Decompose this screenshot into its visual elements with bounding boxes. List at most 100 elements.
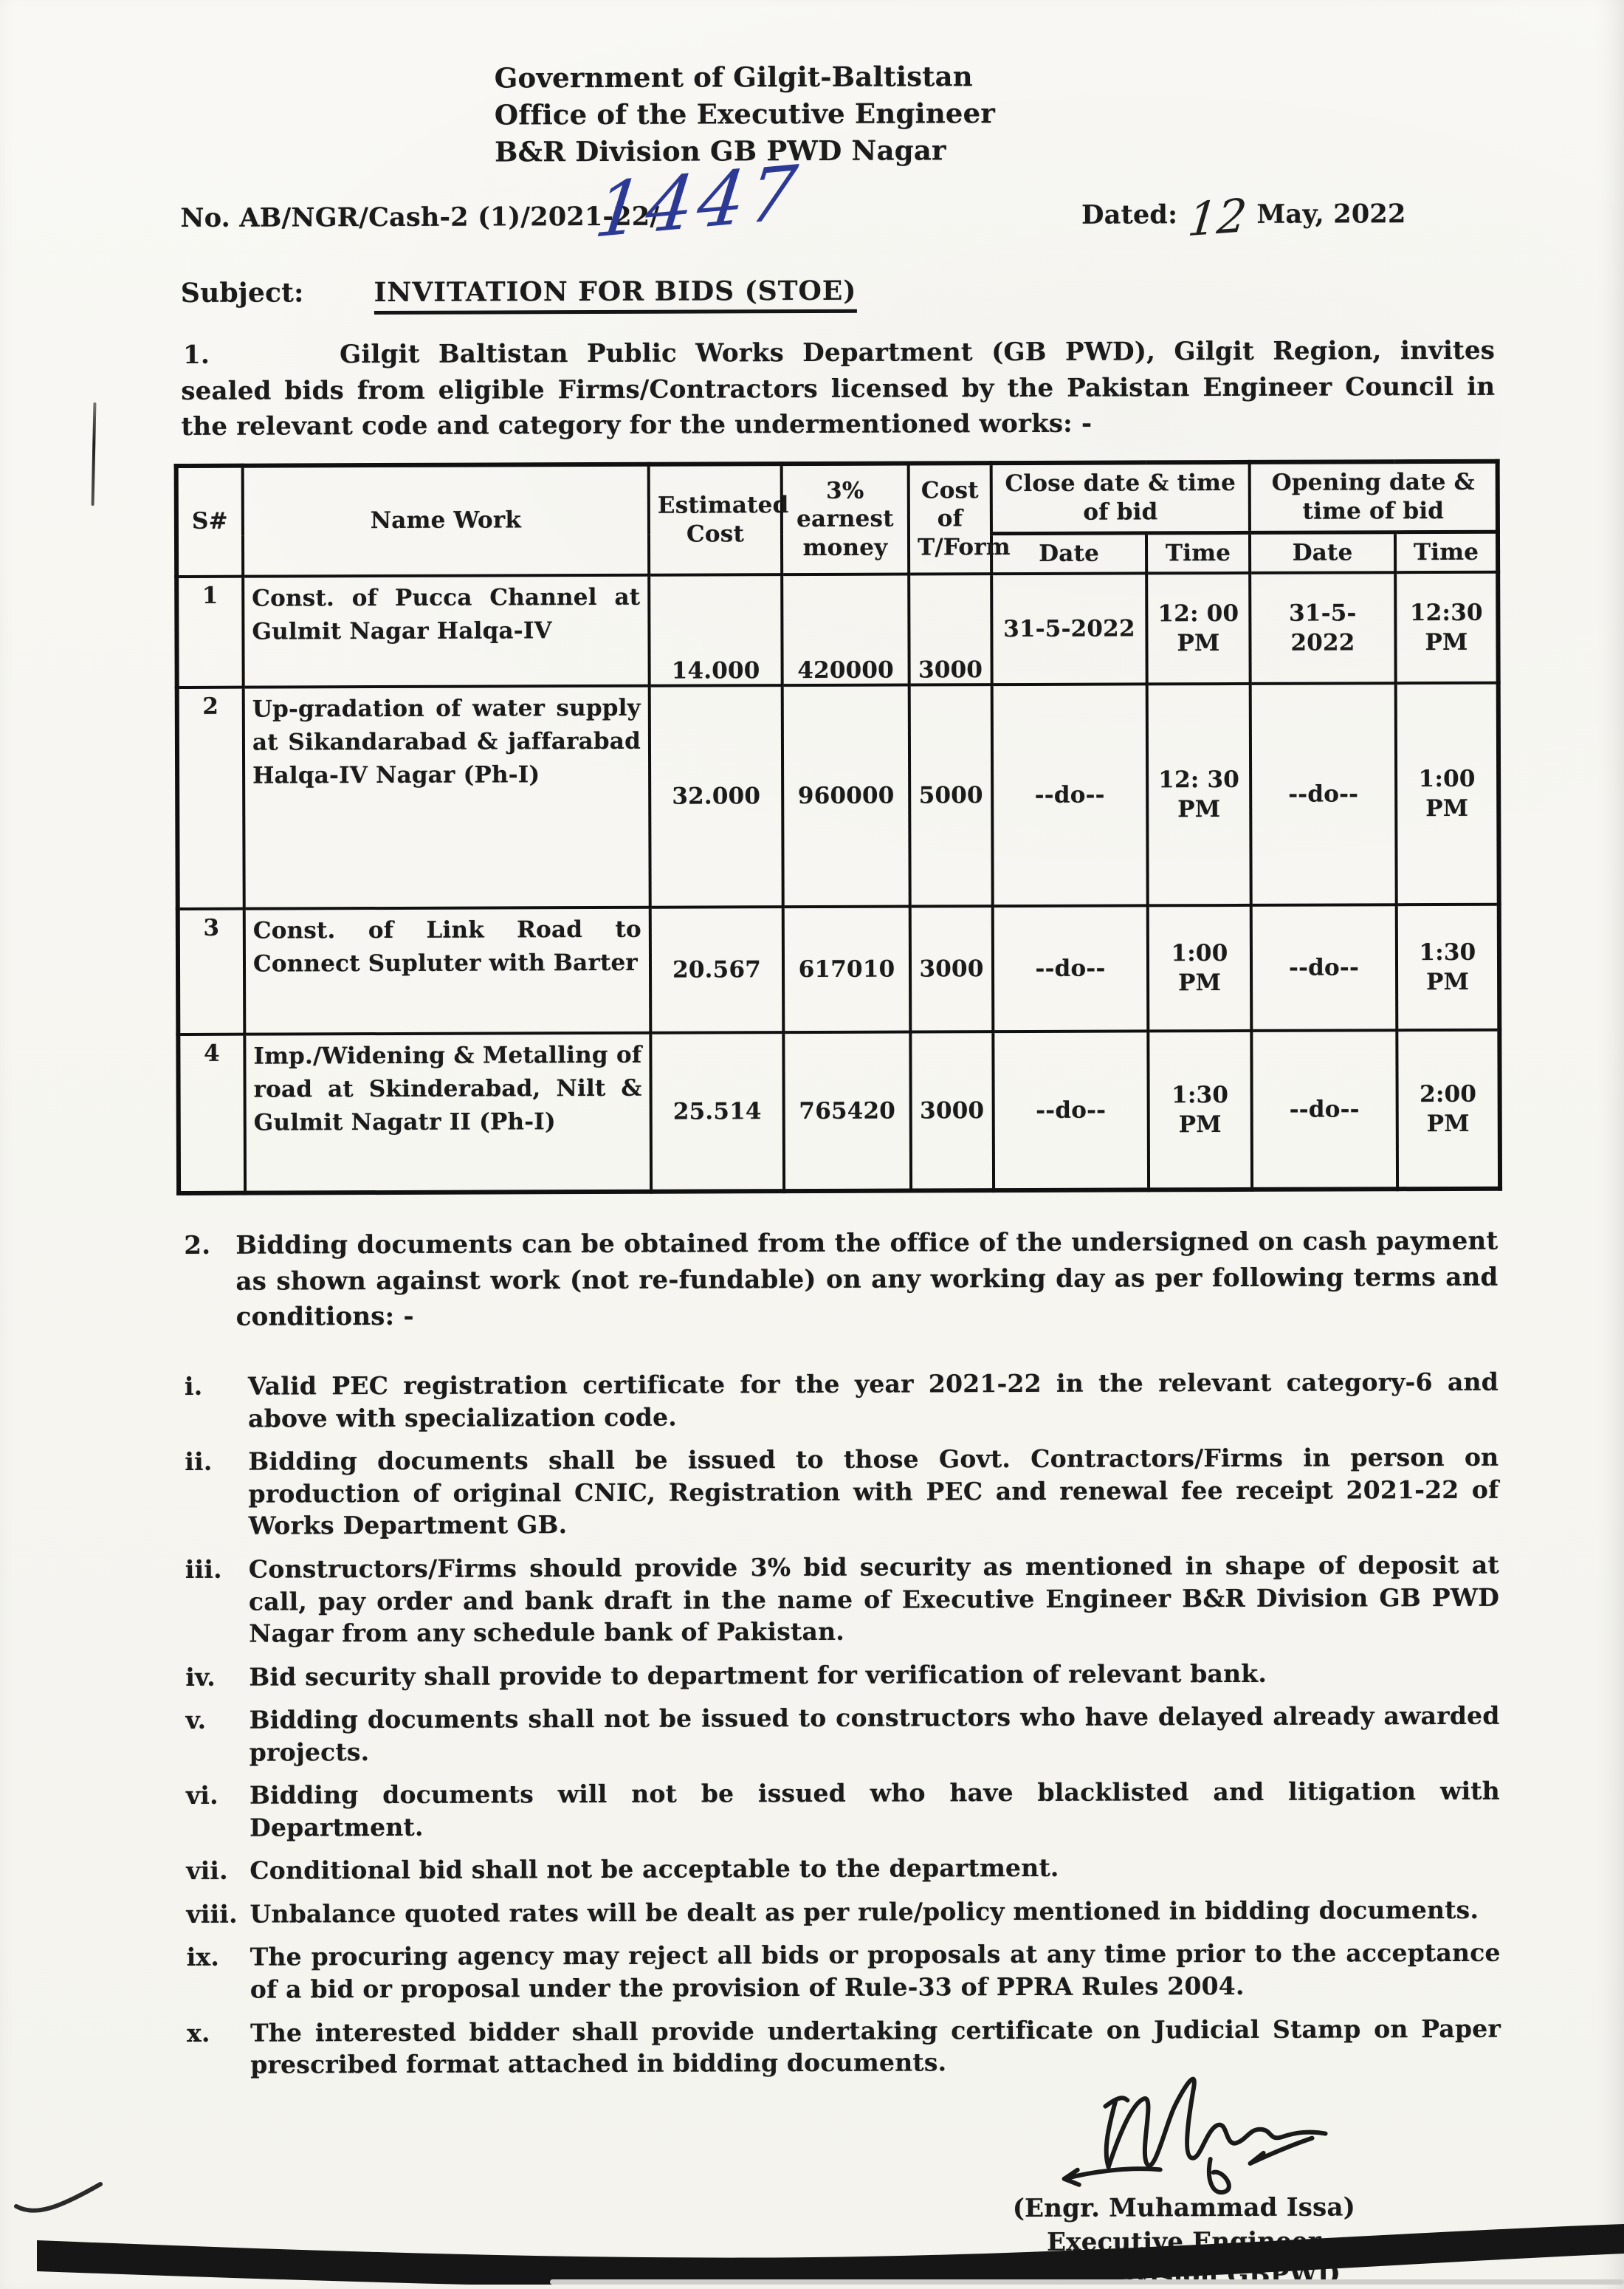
letterhead: Government of Gilgit-Baltistan Office of… bbox=[180, 57, 1495, 172]
condition-numeral: v. bbox=[185, 1706, 207, 1735]
cell-form-cost: 5000 bbox=[909, 684, 993, 907]
cell-close-time: 12: 30 PM bbox=[1146, 684, 1251, 906]
subheader-open-date: Date bbox=[1249, 532, 1396, 574]
cell-open-time: 1:30 PM bbox=[1396, 905, 1500, 1031]
condition-item: i. Valid PEC registration certificate for… bbox=[185, 1366, 1499, 1435]
condition-numeral: ix. bbox=[186, 1943, 220, 1972]
cell-estimated-cost: 20.567 bbox=[650, 907, 784, 1034]
cell-open-date: --do-- bbox=[1250, 905, 1397, 1032]
cell-earnest-money: 617010 bbox=[782, 906, 911, 1033]
cell-close-time: 1:30 PM bbox=[1148, 1031, 1253, 1190]
reference-number-label: No. AB/NGR/Cash-2 (1)/2021-22/ bbox=[180, 201, 660, 233]
cell-form-cost: 3000 bbox=[909, 574, 992, 685]
cell-close-date: --do-- bbox=[991, 684, 1148, 907]
cell-earnest-money: 960000 bbox=[782, 684, 910, 907]
cell-close-time: 1:00 PM bbox=[1147, 905, 1252, 1032]
condition-text: Bidding documents will not be issued who… bbox=[249, 1777, 1500, 1842]
col-header-sno: S# bbox=[176, 465, 244, 577]
cell-estimated-cost: 25.514 bbox=[650, 1032, 785, 1192]
reference-date-row: No. AB/NGR/Cash-2 (1)/2021-22/ 1447 Date… bbox=[180, 148, 1494, 255]
dated-label: Dated: bbox=[1081, 199, 1178, 230]
intro-paragraph: 1. Gilgit Baltistan Public Works Departm… bbox=[181, 333, 1495, 445]
condition-item: ii. Bidding documents shall be issued to … bbox=[185, 1441, 1499, 1542]
cell-name-work: Up-gradation of water supply at Sikandar… bbox=[243, 686, 650, 910]
paragraph-number: 2. bbox=[184, 1231, 211, 1261]
condition-item: viii. Unbalance quoted rates will be deal… bbox=[186, 1894, 1500, 1931]
cell-earnest-money: 765420 bbox=[783, 1032, 912, 1192]
signatory-name: (Engr. Muhammad Issa) bbox=[1012, 2192, 1356, 2223]
signature-block: (Engr. Muhammad Issa) Executive Engineer… bbox=[947, 2061, 1420, 2289]
scanner-smudge-artifact bbox=[550, 2279, 1624, 2285]
condition-text: Constructors/Firms should provide 3% bid… bbox=[248, 1550, 1500, 1648]
table-row: 4 Imp./Widening & Metalling of road at S… bbox=[178, 1030, 1501, 1194]
condition-numeral: iv. bbox=[185, 1662, 216, 1692]
intro-paragraph-text: Gilgit Baltistan Public Works Department… bbox=[181, 336, 1496, 442]
col-header-earnest-money: 3% earnest money bbox=[781, 463, 909, 575]
cell-form-cost: 3000 bbox=[910, 1032, 994, 1191]
cell-close-time: 12: 00 PM bbox=[1146, 573, 1250, 684]
date-line: Dated: 12 May, 2022 bbox=[1081, 188, 1406, 247]
cell-open-date: --do-- bbox=[1251, 1030, 1398, 1190]
condition-item: iv. Bid security shall provide to departm… bbox=[185, 1656, 1499, 1693]
subheader-close-date: Date bbox=[991, 532, 1147, 574]
terms-paragraph-text: Bidding documents can be obtained from t… bbox=[235, 1226, 1499, 1332]
condition-text: Bidding documents shall not be issued to… bbox=[249, 1701, 1500, 1767]
works-table: S# Name Work Estimated Cost 3% earnest m… bbox=[173, 459, 1503, 1196]
signature-ink bbox=[1062, 2076, 1328, 2194]
cell-name-work: Const. of Link Road to Connect Supluter … bbox=[244, 907, 651, 1035]
cell-estimated-cost: 32.000 bbox=[649, 685, 783, 908]
condition-numeral: x. bbox=[186, 2018, 210, 2048]
subheader-close-time: Time bbox=[1146, 532, 1250, 574]
condition-item: vi. Bidding documents will not be issued … bbox=[186, 1775, 1500, 1844]
cell-open-date: --do-- bbox=[1250, 683, 1397, 906]
subheader-open-time: Time bbox=[1394, 531, 1499, 573]
condition-numeral: viii. bbox=[186, 1899, 238, 1929]
condition-item: iii. Constructors/Firms should provide 3%… bbox=[185, 1549, 1499, 1650]
col-header-opening-date-time: Opening date & time of bid bbox=[1249, 461, 1498, 533]
condition-item: vii. Conditional bid shall not be accepta… bbox=[186, 1850, 1500, 1887]
pen-check-artifact bbox=[14, 2182, 103, 2213]
letterhead-line-government: Government of Gilgit-Baltistan bbox=[494, 60, 973, 95]
col-header-cost-of-form: Cost of T/Form bbox=[908, 463, 1011, 574]
table-row: 2 Up-gradation of water supply at Sikand… bbox=[176, 683, 1499, 910]
cell-open-date: 31-5-2022 bbox=[1250, 572, 1396, 684]
cell-close-date: 31-5-2022 bbox=[991, 573, 1147, 685]
condition-text: Bidding documents shall be issued to tho… bbox=[248, 1443, 1499, 1541]
cell-open-time: 2:00 PM bbox=[1397, 1030, 1501, 1190]
subject-line: Subject: INVITATION FOR BIDS (STOE) bbox=[181, 273, 1495, 315]
condition-text: Unbalance quoted rates will be dealt as … bbox=[250, 1895, 1479, 1929]
paragraph-number: 1. bbox=[183, 340, 210, 371]
condition-numeral: iii. bbox=[185, 1554, 222, 1584]
col-header-name-work: Name Work bbox=[242, 464, 650, 577]
cell-estimated-cost: 14.000 bbox=[649, 574, 782, 687]
scanner-black-band-artifact bbox=[37, 2224, 1624, 2285]
condition-numeral: ii. bbox=[185, 1447, 213, 1477]
cell-earnest-money: 420000 bbox=[782, 574, 909, 686]
table-row: 3 Const. of Link Road to Connect Suplute… bbox=[177, 905, 1500, 1035]
conditions-list: i. Valid PEC registration certificate for… bbox=[185, 1366, 1501, 2082]
cell-close-date: --do-- bbox=[993, 1031, 1149, 1191]
table-row: 1 Const. of Pucca Channel at Gulmit Naga… bbox=[176, 572, 1499, 688]
cell-open-time: 1:00 PM bbox=[1395, 683, 1499, 905]
cell-sno: 4 bbox=[178, 1034, 246, 1194]
col-header-estimated-cost: Estimated Cost bbox=[648, 464, 788, 576]
cell-sno: 2 bbox=[176, 687, 244, 910]
condition-item: v. Bidding documents shall not be issued … bbox=[185, 1700, 1500, 1768]
cell-name-work: Imp./Widening & Metalling of road at Ski… bbox=[244, 1033, 652, 1194]
terms-paragraph: 2. Bidding documents can be obtained fro… bbox=[184, 1224, 1498, 1335]
condition-numeral: vii. bbox=[186, 1856, 228, 1886]
condition-text: Valid PEC registration certificate for t… bbox=[247, 1367, 1499, 1433]
cell-form-cost: 3000 bbox=[909, 906, 994, 1032]
condition-item: ix. The procuring agency may reject all b… bbox=[187, 1937, 1501, 2005]
table-header-row: S# Name Work Estimated Cost 3% earnest m… bbox=[176, 461, 1498, 577]
cell-sno: 1 bbox=[176, 577, 244, 688]
subject-label: Subject: bbox=[180, 277, 304, 309]
condition-text: Bid security shall provide to department… bbox=[249, 1658, 1267, 1692]
col-header-close-date-time: Close date & time of bid bbox=[991, 462, 1250, 534]
handwritten-day: 12 bbox=[1185, 188, 1250, 247]
condition-text: The procuring agency may reject all bids… bbox=[250, 1938, 1501, 2004]
cell-name-work: Const. of Pucca Channel at Gulmit Nagar … bbox=[243, 575, 650, 688]
letterhead-line-office: Office of the Executive Engineer bbox=[494, 97, 996, 131]
